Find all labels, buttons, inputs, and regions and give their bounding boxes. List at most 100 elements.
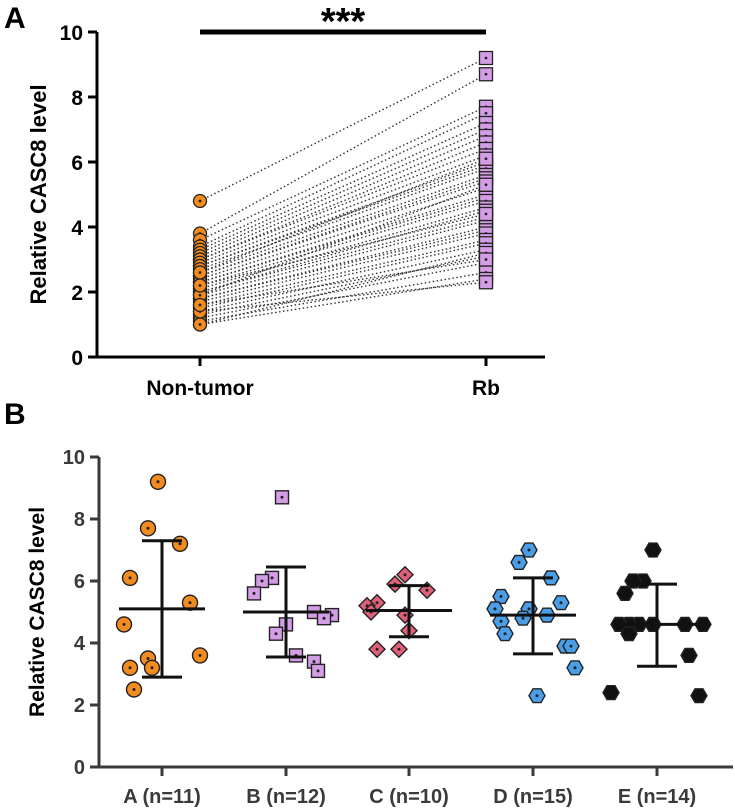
pair-line bbox=[199, 135, 487, 257]
group-point-dot bbox=[535, 694, 539, 698]
group-point-dot bbox=[425, 588, 429, 592]
group-point-dot bbox=[521, 616, 525, 620]
non-tumor-point-dot bbox=[198, 293, 202, 297]
group-point-dot bbox=[150, 666, 154, 670]
x-tick-label: A (n=11) bbox=[123, 786, 201, 808]
pair-line bbox=[199, 154, 487, 264]
pair-line bbox=[199, 193, 487, 283]
pair-line bbox=[199, 112, 487, 248]
panel-b: B 0 2 4 6 8 10 A (n=11) B (n=12) C (n=10) D (n=15… bbox=[4, 398, 733, 808]
group-point-dot bbox=[375, 647, 379, 651]
pair-line bbox=[199, 200, 487, 287]
panel-a-pair-lines bbox=[199, 57, 487, 326]
group-point-dot bbox=[499, 595, 503, 598]
group-point-dot bbox=[569, 644, 573, 648]
pair-line bbox=[199, 206, 487, 290]
y-tick-label: 4 bbox=[71, 217, 83, 240]
group-point bbox=[644, 542, 662, 558]
pair-line bbox=[199, 164, 487, 267]
pair-line bbox=[199, 158, 487, 274]
y-tick-label: 2 bbox=[71, 282, 83, 305]
group-point-dot bbox=[280, 495, 284, 499]
group-point-dot bbox=[188, 601, 192, 605]
group-point-dot bbox=[573, 666, 577, 670]
group-point-dot bbox=[559, 601, 563, 605]
x-tick-label: E (n=14) bbox=[618, 786, 696, 808]
pair-line bbox=[199, 232, 487, 303]
rb-point-dot bbox=[484, 258, 488, 261]
group-point-dot bbox=[146, 657, 150, 660]
non-tumor-point-dot bbox=[198, 323, 202, 326]
significance-label: *** bbox=[321, 1, 366, 43]
group-point-dot bbox=[312, 660, 316, 664]
rb-point-dot bbox=[484, 212, 488, 216]
x-tick-label: Non-tumor bbox=[146, 377, 253, 400]
pair-line bbox=[199, 106, 487, 241]
y-tick-label: 2 bbox=[74, 695, 85, 717]
rb-point-dot bbox=[484, 280, 488, 284]
panel-a-points bbox=[192, 50, 494, 332]
group-point-dot bbox=[156, 480, 160, 484]
group-point-dot bbox=[316, 669, 320, 673]
group-point-dot bbox=[178, 542, 182, 546]
non-tumor-point-dot bbox=[198, 271, 202, 274]
rb-point-dot bbox=[484, 72, 488, 76]
pair-line bbox=[199, 73, 487, 235]
group-point-dot bbox=[493, 607, 497, 611]
pair-line bbox=[199, 57, 487, 202]
pair-line bbox=[199, 249, 487, 313]
pair-line bbox=[199, 239, 487, 306]
pair-line bbox=[199, 128, 487, 254]
group-point-dot bbox=[132, 688, 136, 691]
pair-line bbox=[199, 278, 487, 326]
y-axis-label: Relative CASC8 level bbox=[26, 507, 49, 717]
group-point-dot bbox=[517, 560, 521, 564]
x-tick-label: C (n=10) bbox=[369, 786, 448, 808]
pair-line bbox=[199, 216, 487, 293]
panel-a-letter: A bbox=[4, 2, 26, 35]
group-point-dot bbox=[527, 607, 531, 611]
pair-line bbox=[199, 258, 487, 306]
group-point bbox=[680, 647, 698, 663]
group-point bbox=[602, 685, 620, 701]
group-point-dot bbox=[403, 573, 407, 577]
group-point-dot bbox=[499, 619, 503, 623]
panel-b-letter: B bbox=[4, 398, 26, 431]
group-point-dot bbox=[198, 653, 202, 657]
group-point-dot bbox=[122, 622, 126, 626]
pair-line bbox=[199, 219, 487, 296]
pair-line bbox=[199, 255, 487, 316]
group-point-dot bbox=[322, 616, 326, 620]
non-tumor-point-dot bbox=[198, 284, 202, 287]
group-point-dot bbox=[274, 632, 278, 636]
non-tumor-point-dot bbox=[198, 303, 202, 307]
x-tick-label: Rb bbox=[472, 377, 500, 400]
group-point-dot bbox=[503, 632, 507, 636]
group-point-dot bbox=[330, 613, 334, 617]
panel-a: A 0 2 4 6 8 10 Non-tumor Rb Relative CASC8 level… bbox=[4, 1, 545, 400]
y-tick-label: 6 bbox=[71, 152, 83, 175]
panel-b-mean-sd-bars bbox=[119, 539, 700, 679]
panel-a-axes: 0 2 4 6 8 10 Non-tumor Rb Relative CASC8 level **… bbox=[26, 1, 545, 400]
pair-line bbox=[199, 174, 487, 274]
group-point-dot bbox=[128, 576, 132, 580]
y-tick-label: 10 bbox=[60, 22, 83, 45]
pair-line bbox=[199, 161, 487, 267]
group-point-dot bbox=[375, 601, 379, 605]
y-tick-label: 10 bbox=[63, 447, 85, 469]
y-tick-label: 8 bbox=[71, 87, 83, 110]
pair-line bbox=[199, 210, 487, 293]
rb-point-dot bbox=[484, 183, 488, 187]
rb-point-dot bbox=[484, 157, 488, 161]
y-tick-label: 6 bbox=[74, 571, 85, 593]
group-point-dot bbox=[128, 666, 132, 670]
y-tick-label: 0 bbox=[71, 347, 83, 370]
pair-line bbox=[199, 252, 487, 326]
group-point bbox=[690, 688, 708, 704]
rb-point-dot bbox=[484, 111, 488, 115]
x-tick-label: B (n=12) bbox=[246, 786, 325, 808]
group-point-dot bbox=[397, 647, 401, 651]
pair-line bbox=[199, 229, 487, 300]
y-axis-label: Relative CASC8 level bbox=[26, 84, 51, 304]
panel-b-points bbox=[115, 473, 712, 704]
